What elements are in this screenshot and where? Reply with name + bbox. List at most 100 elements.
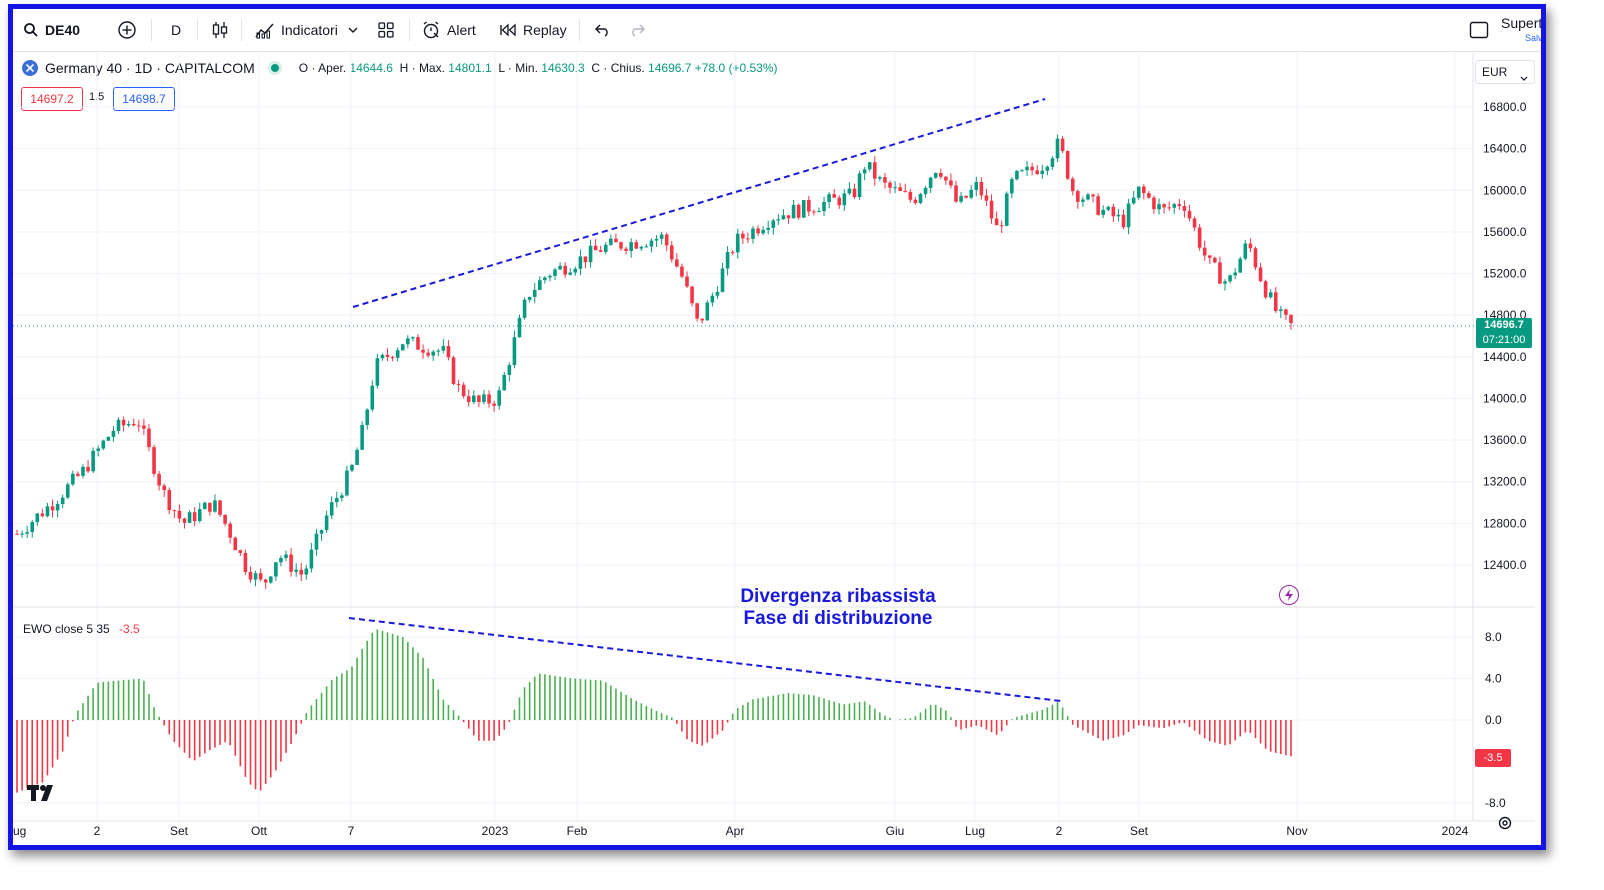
- time-tick-label: ug: [13, 824, 26, 838]
- candle-body: [487, 394, 491, 404]
- candle-body: [279, 558, 283, 563]
- candle-body: [928, 177, 933, 188]
- sell-price-button[interactable]: 14697.2: [21, 87, 83, 111]
- candle-body: [563, 265, 567, 275]
- indicator-name: EWO close 5 35: [23, 622, 110, 636]
- candle-body: [1223, 281, 1227, 284]
- candle-body: [685, 276, 689, 287]
- candle-body: [654, 238, 659, 241]
- candle-body: [507, 365, 512, 375]
- candle-body: [913, 199, 918, 204]
- annotation-line-1: Divergenza ribassista: [740, 586, 936, 607]
- price-tick-label: 12800.0: [1483, 516, 1527, 530]
- redo-button[interactable]: [629, 9, 647, 51]
- time-tick-label: Set: [1130, 824, 1149, 838]
- candle-body: [1025, 166, 1029, 171]
- time-tick-label: 2: [94, 824, 101, 838]
- candle-body: [126, 423, 131, 426]
- candle-body: [375, 358, 380, 386]
- chevron-down-icon[interactable]: [348, 27, 358, 33]
- candle-body: [680, 266, 684, 277]
- price-tick-label: 13200.0: [1483, 475, 1527, 489]
- candle-body: [669, 245, 674, 260]
- templates-button[interactable]: [377, 9, 395, 51]
- market-status-dot[interactable]: [270, 64, 279, 72]
- candle-body: [832, 194, 836, 198]
- candle-body: [812, 211, 816, 213]
- candle-body: [954, 185, 958, 202]
- candle-body: [15, 533, 19, 535]
- price-tick-label: 12400.0: [1483, 558, 1527, 572]
- fullscreen-button[interactable]: [1469, 9, 1489, 51]
- candle-body: [1106, 206, 1111, 210]
- buy-price-button[interactable]: 14698.7: [113, 87, 175, 111]
- candle-body: [908, 191, 913, 200]
- candle-body: [852, 188, 857, 198]
- indicator-tick-label: 8.0: [1485, 630, 1502, 644]
- candle-body: [395, 350, 400, 358]
- undo-button[interactable]: [593, 9, 611, 51]
- candle-body: [203, 502, 207, 510]
- time-tick-label: 2: [1056, 824, 1063, 838]
- indicators-button[interactable]: Indicatori: [255, 9, 358, 51]
- candle-body: [1070, 178, 1075, 192]
- candle-body: [197, 509, 202, 522]
- candle-body: [81, 466, 85, 476]
- divergence-annotation[interactable]: Divergenza ribassista Fase di distribuzi…: [703, 586, 973, 630]
- candle-body: [96, 448, 101, 451]
- candle-body: [588, 245, 593, 263]
- candle-body: [1050, 158, 1055, 167]
- tradingview-logo-icon[interactable]: [27, 785, 59, 806]
- currency-select[interactable]: EUR: [1475, 60, 1535, 84]
- candle-body: [578, 256, 583, 269]
- chart-type-button[interactable]: [211, 9, 229, 51]
- candle-body: [878, 177, 882, 179]
- candle-body: [142, 425, 146, 429]
- candle-body: [1142, 186, 1146, 194]
- compare-button[interactable]: [117, 9, 137, 51]
- symbol-logo-icon: [21, 59, 39, 77]
- price-tick-label: 16800.0: [1483, 100, 1527, 114]
- candle-body: [1111, 206, 1116, 217]
- candle-body: [456, 384, 461, 386]
- candle-body: [1172, 204, 1177, 208]
- indicator-trendline[interactable]: [348, 617, 1062, 702]
- candle-body: [1243, 243, 1248, 259]
- candle-body: [1152, 197, 1156, 210]
- price-trendline[interactable]: [352, 98, 1046, 308]
- candle-body: [629, 242, 633, 251]
- indicator-legend[interactable]: EWO close 5 35 -3.5: [23, 622, 140, 636]
- candle-body: [461, 384, 466, 397]
- candle-body: [385, 354, 390, 357]
- gear-icon[interactable]: [1497, 815, 1513, 836]
- candle-body: [1126, 203, 1131, 228]
- candle-body: [50, 506, 55, 511]
- indicator-last-label: -3.5: [1475, 749, 1511, 767]
- price-chart[interactable]: 16800.016400.016000.015600.015200.014800…: [13, 9, 1541, 845]
- candle-body: [502, 374, 507, 391]
- candle-body: [147, 428, 151, 448]
- candle-body: [116, 419, 121, 431]
- candle-body: [152, 447, 156, 474]
- save-status: Salv: [1525, 33, 1543, 43]
- candle-body: [350, 464, 354, 471]
- lightning-icon[interactable]: [1279, 585, 1299, 605]
- candle-body: [40, 513, 45, 517]
- symbol-label: DE40: [45, 22, 81, 38]
- last-price-value: 14696.7: [1484, 319, 1524, 331]
- top-toolbar: DE40 D Indicatori: [13, 9, 1541, 52]
- symbol-search[interactable]: DE40: [23, 9, 80, 51]
- time-tick-label: Giu: [886, 824, 905, 838]
- candle-body: [522, 299, 527, 318]
- replay-button[interactable]: Replay: [499, 9, 567, 51]
- candle-body: [837, 197, 842, 206]
- candle-body: [517, 317, 522, 338]
- interval-button[interactable]: D: [171, 9, 181, 51]
- alert-button[interactable]: Alert: [421, 9, 476, 51]
- candle-body: [167, 490, 172, 511]
- candle-body: [1065, 151, 1070, 179]
- candle-body: [735, 233, 740, 253]
- layout-name[interactable]: Supert: [1501, 15, 1543, 31]
- candle-body: [807, 199, 811, 212]
- candle-body: [548, 275, 552, 278]
